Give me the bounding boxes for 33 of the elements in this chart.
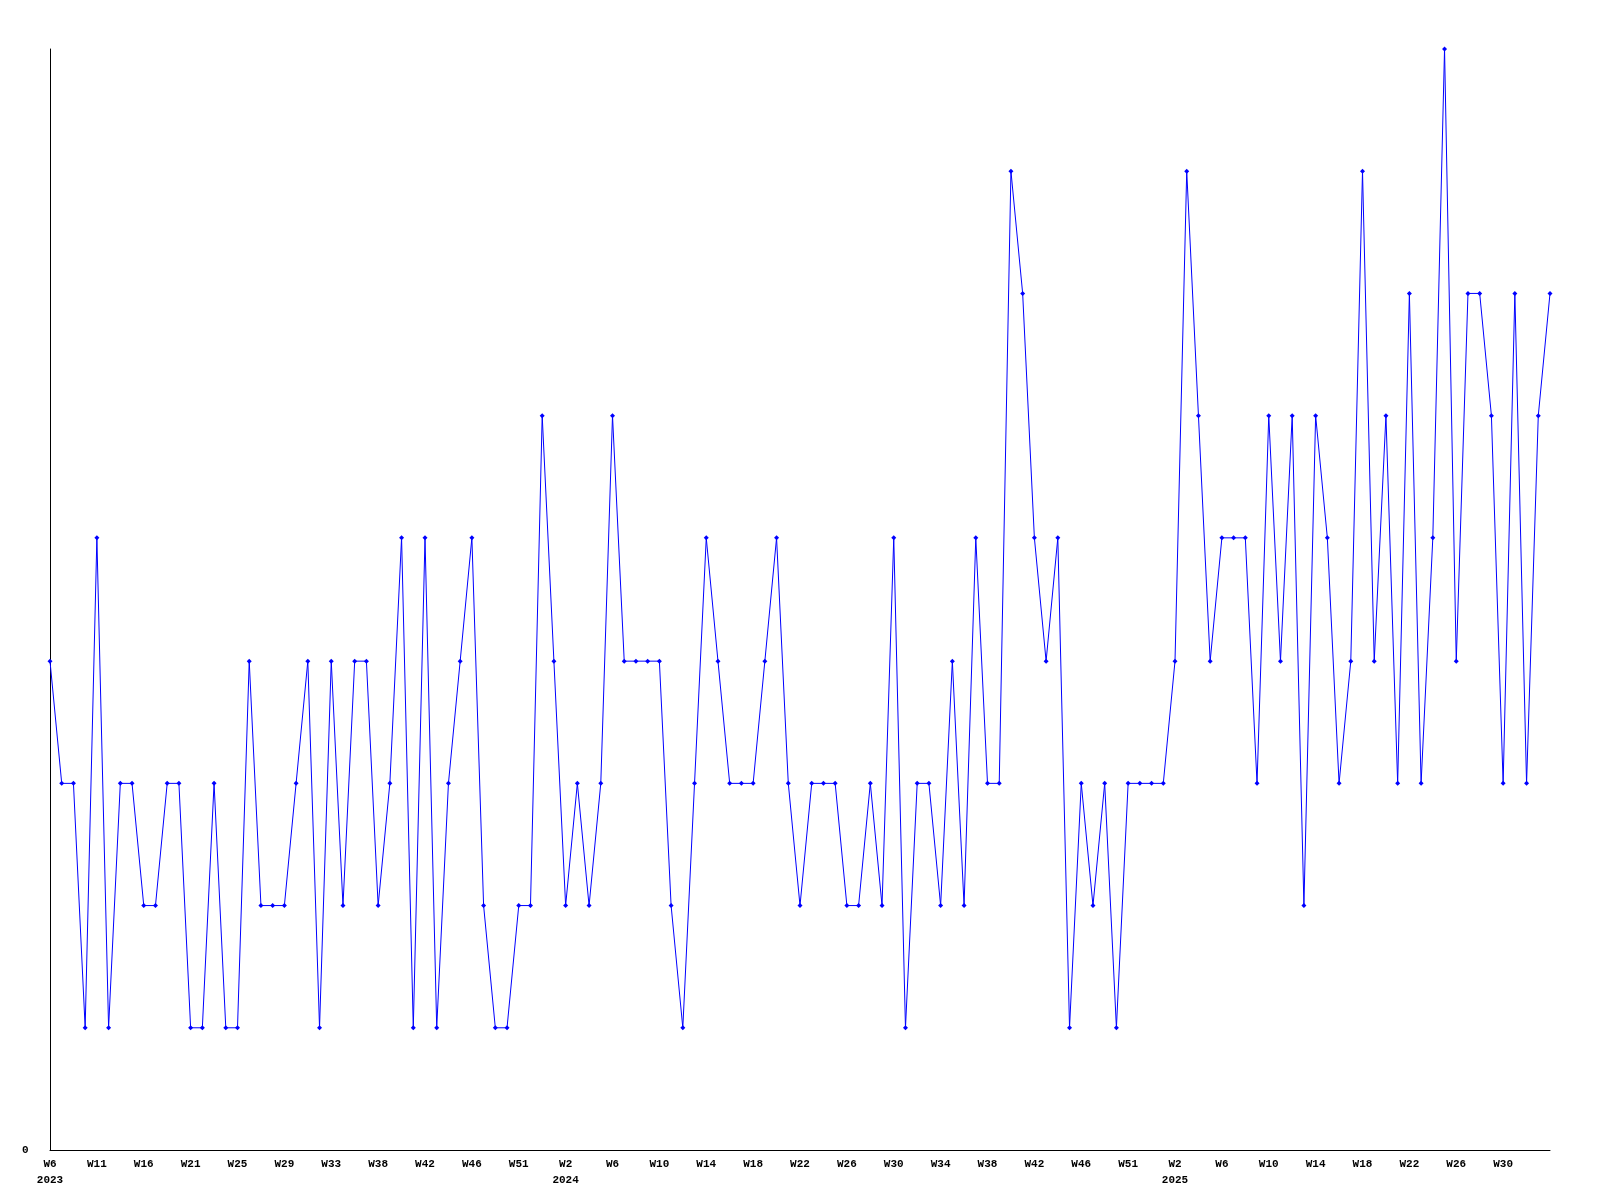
x-tick-label: W51	[1118, 1158, 1139, 1170]
x-tick-label: W21	[180, 1158, 201, 1170]
x-tick-label: W30	[883, 1158, 904, 1170]
x-tick-label: W22	[790, 1158, 810, 1170]
x-tick-label: W14	[1305, 1158, 1326, 1170]
x-tick-label: W22	[1399, 1158, 1420, 1170]
x-tick-label: W10	[1258, 1158, 1279, 1170]
x-tick-label: W46	[461, 1158, 482, 1170]
x-tick-label: W16	[133, 1158, 154, 1170]
x-tick-label: W6	[605, 1158, 620, 1170]
x-tick-label: W30	[1493, 1158, 1514, 1170]
x-tick-label: W26	[836, 1158, 857, 1170]
x-tick-label: W38	[368, 1158, 389, 1170]
x-tick-label: W2 2024	[552, 1158, 580, 1186]
x-tick-label: W29	[274, 1158, 295, 1170]
x-tick-label: W6	[1215, 1158, 1229, 1170]
x-tick-label: W11	[86, 1158, 108, 1170]
x-tick-label: W25	[227, 1158, 248, 1170]
x-tick-label: W46	[1071, 1158, 1092, 1170]
x-tick-label: W10	[649, 1158, 670, 1170]
x-tick-label: W33	[321, 1158, 342, 1170]
x-tick-label: W34	[930, 1158, 951, 1170]
x-tick-label: W14	[696, 1158, 717, 1170]
x-tick-label: W51	[508, 1158, 530, 1170]
x-tick-label: W42	[1024, 1158, 1045, 1170]
x-tick-label: W2 2025	[1161, 1158, 1189, 1186]
x-tick-label: W18	[1352, 1158, 1373, 1170]
x-tick-label: W38	[977, 1158, 998, 1170]
x-tick-label: W6 2023	[36, 1158, 64, 1186]
x-tick-label: W42	[415, 1158, 435, 1170]
x-tick-label: W18	[743, 1158, 764, 1170]
text: 0	[22, 1144, 29, 1156]
x-tick-label: W26	[1446, 1158, 1467, 1170]
